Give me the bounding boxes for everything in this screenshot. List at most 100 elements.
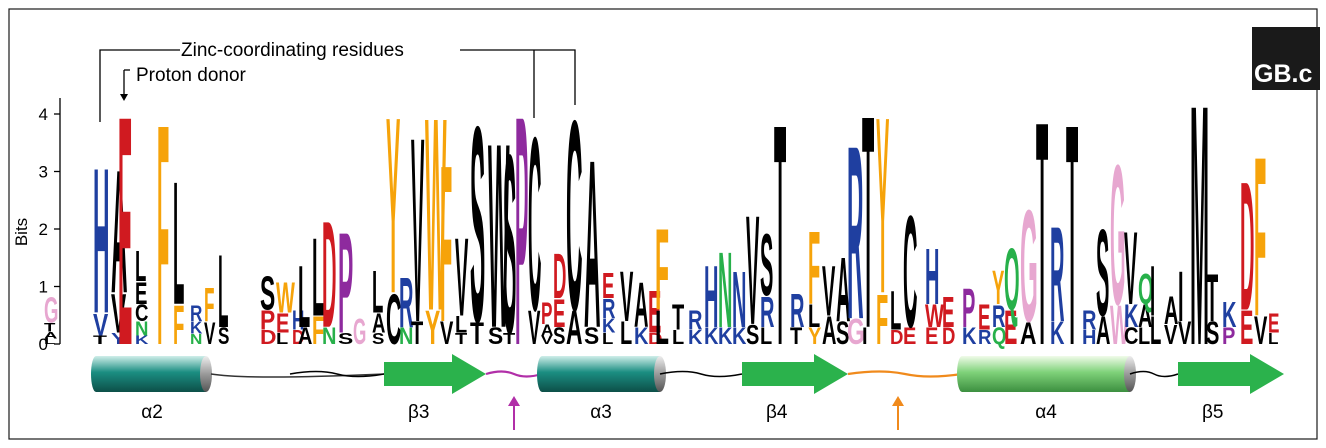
logo-letter: C xyxy=(1124,322,1139,349)
logo-letter: R xyxy=(688,305,703,336)
logo-letter: V xyxy=(111,283,127,346)
logo-letter: L xyxy=(312,215,324,340)
logo-letter: N xyxy=(399,322,413,349)
logo-letter: L xyxy=(808,298,820,334)
logo-letter: W xyxy=(488,89,510,383)
logo-letter: A xyxy=(298,322,313,349)
logo-letter: K xyxy=(1124,298,1138,334)
logo-letter: P xyxy=(515,49,528,415)
logo-letter: R xyxy=(1082,305,1097,336)
logo-letter: W xyxy=(925,298,945,334)
loop-markers xyxy=(508,396,904,430)
zinc-bracket xyxy=(99,49,576,122)
logo-letter: C xyxy=(566,64,583,367)
logo-letter: S xyxy=(372,329,384,347)
logo-letter: E xyxy=(1240,301,1253,355)
logo-letter: C xyxy=(135,300,148,327)
logo-letter: V xyxy=(541,334,553,347)
logo-letter: G xyxy=(1020,178,1038,356)
logo-letter: F xyxy=(157,60,169,411)
logo-letter: T xyxy=(790,322,803,349)
proton-bracket xyxy=(123,69,130,94)
logo-letter: V xyxy=(620,257,633,337)
logo-letter: S xyxy=(218,323,230,349)
logo-letter: I xyxy=(1150,251,1155,332)
logo-letter: M xyxy=(1190,34,1209,418)
logo-letter: S xyxy=(760,217,773,315)
logo-letter: D xyxy=(553,240,566,312)
logo-letter: S xyxy=(836,315,849,351)
logo-letter: F xyxy=(312,307,324,353)
logo-letter: G xyxy=(847,313,865,352)
logo-letter: Y xyxy=(386,64,400,346)
logo-letter: R xyxy=(399,263,413,343)
logo-letter: T xyxy=(44,321,56,334)
logo-letter: S xyxy=(338,330,353,348)
logo-letter: A xyxy=(1138,298,1152,334)
logo-letter: D xyxy=(292,326,304,349)
figure-border xyxy=(8,8,1318,440)
logo-letter: E xyxy=(978,298,990,338)
logo-letter: A xyxy=(111,134,128,330)
proton-arrow-icon xyxy=(120,94,128,101)
logo-letter: A xyxy=(44,330,58,340)
logo-letter: V xyxy=(204,317,215,352)
logo-letter: V xyxy=(528,300,540,354)
helix-cap-left xyxy=(957,356,967,392)
coil-segment xyxy=(847,370,963,378)
logo-letter: K xyxy=(634,322,649,349)
logo-letter: Q xyxy=(1138,265,1154,314)
y-tick-label: 1 xyxy=(39,278,48,297)
logo-letter: K xyxy=(704,322,719,349)
strand-arrow xyxy=(384,354,486,394)
logo-letter: E xyxy=(925,322,938,349)
logo-letter: P xyxy=(962,276,975,339)
logo-letter: E xyxy=(135,274,147,311)
logo-letter: L xyxy=(135,242,146,291)
logo-letter: H xyxy=(292,304,304,335)
logo-letter: V xyxy=(1254,307,1267,353)
logo-letter: T xyxy=(672,299,684,339)
logo-letter: E xyxy=(903,322,916,349)
logo-letter: T xyxy=(470,315,484,351)
logo-letter: P xyxy=(541,296,552,331)
logo-letter: H xyxy=(925,232,939,321)
logo-letter: L xyxy=(760,322,772,349)
logo-letter: G xyxy=(353,312,366,352)
y-tick-label: 0 xyxy=(39,335,48,354)
logo-letter: D xyxy=(942,323,955,350)
helix-segment xyxy=(537,356,666,392)
logo-letter: V xyxy=(1178,315,1192,351)
y-ticks: 0 1 2 3 4 xyxy=(39,105,60,354)
helix-label: α2 xyxy=(141,402,163,423)
watermark: GB.c xyxy=(1252,27,1320,90)
logo-letter: R xyxy=(790,284,804,338)
strand-arrow xyxy=(1178,354,1284,394)
logo-letter: D xyxy=(648,330,662,348)
proton-label: Proton donor xyxy=(136,65,247,86)
logo-letter: E xyxy=(553,291,565,336)
logo-letter: P xyxy=(1222,322,1235,349)
logo-letter: H xyxy=(704,248,718,346)
logo-letter: Y xyxy=(992,260,1004,314)
helix-segment xyxy=(957,356,1136,392)
logo-letter: Q xyxy=(992,323,1006,350)
logo-letter: V xyxy=(440,315,454,351)
logo-letter: I xyxy=(1178,257,1184,337)
coil-segment xyxy=(210,373,385,378)
helix-segment xyxy=(91,356,212,392)
strand-label: β5 xyxy=(1202,402,1224,423)
logo-letter: T xyxy=(455,330,467,348)
logo-letter: R xyxy=(1050,198,1064,351)
logo-letter: H xyxy=(93,125,110,357)
logo-letter: L xyxy=(890,279,901,342)
logo-letter: G xyxy=(44,291,58,331)
logo-letter: L xyxy=(602,329,614,347)
coil-segment xyxy=(485,370,543,378)
helix-body xyxy=(962,356,1130,392)
logo-letter: A xyxy=(584,111,601,378)
logo-letter: T xyxy=(862,52,874,392)
zinc-label: Zinc-coordinating residues xyxy=(181,40,404,61)
